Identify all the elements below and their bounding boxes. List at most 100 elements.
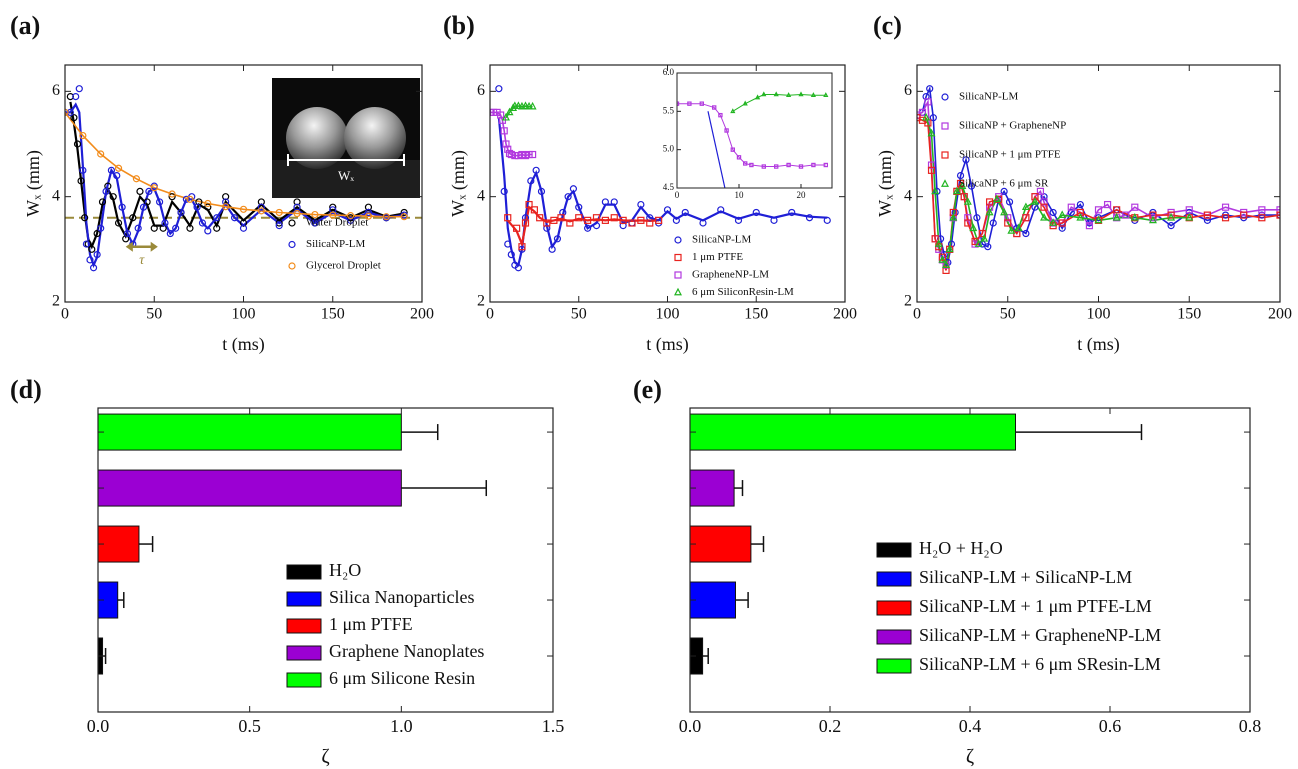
legend-label: GrapheneNP-LM: [692, 269, 769, 281]
series-line: [917, 116, 1280, 271]
fit-line: [739, 242, 1266, 296]
marker-square: [1140, 259, 1143, 262]
marker-square: [924, 98, 932, 106]
marker-triangle: [949, 212, 958, 221]
marker-square: [960, 193, 968, 201]
marker-square: [1058, 219, 1066, 227]
y-tick-label: 2: [52, 293, 60, 310]
marker-square: [985, 198, 994, 206]
marker-square: [637, 216, 645, 224]
marker-square: [1185, 206, 1193, 214]
marker-square: [610, 214, 618, 222]
marker-triangle: [985, 207, 994, 216]
marker-circle: [75, 85, 83, 93]
marker-square: [1233, 263, 1236, 266]
marker-circle: [329, 206, 337, 214]
marker-circle: [788, 208, 796, 217]
marker-circle: [81, 214, 89, 222]
marker-square: [749, 162, 754, 168]
legend-label: SilicaNP-LM + 6 μm SResin-LM: [919, 654, 1161, 674]
marker-triangle: [1040, 212, 1049, 221]
droplet: [344, 107, 406, 169]
marker-square: [978, 229, 986, 238]
x-tick-label: 150: [321, 306, 345, 323]
x-tick-label: 0.5: [238, 716, 261, 736]
marker-circle: [129, 214, 137, 222]
marker-triangle: [514, 101, 523, 109]
marker-circle: [504, 240, 512, 248]
marker-circle: [347, 212, 355, 220]
y-tick-label: 4: [904, 187, 912, 204]
marker-square: [550, 216, 558, 224]
panel-label: (c): [873, 11, 902, 40]
marker-circle: [204, 227, 212, 235]
marker-square: [730, 147, 736, 152]
marker-circle: [1040, 193, 1048, 201]
marker-circle: [507, 251, 515, 259]
panel-label: (e): [633, 375, 662, 404]
marker-circle: [1167, 222, 1175, 230]
marker-circle: [1000, 187, 1008, 195]
marker-circle: [989, 219, 997, 227]
marker-circle: [168, 193, 176, 201]
marker-circle: [230, 214, 239, 222]
marker-circle: [132, 175, 140, 183]
legend-label: 1 μm PTFE: [692, 251, 743, 263]
marker-circle: [177, 208, 185, 217]
marker-circle: [168, 190, 176, 198]
marker-circle: [855, 217, 858, 220]
marker-circle: [948, 225, 951, 228]
marker-circle: [663, 206, 672, 214]
marker-square: [490, 108, 494, 117]
marker-circle: [239, 224, 248, 232]
marker-square: [787, 298, 790, 301]
marker-triangle: [730, 108, 736, 114]
marker-square: [927, 166, 936, 174]
x-axis-label: t (ms): [1077, 334, 1120, 355]
marker-triangle: [969, 223, 978, 232]
x-tick-label: 150: [744, 306, 768, 323]
marker-circle: [619, 222, 627, 230]
marker-circle: [543, 224, 551, 232]
legend-swatch: [876, 571, 912, 587]
marker-circle: [637, 200, 645, 209]
marker-square: [736, 155, 742, 160]
marker-triangle: [1000, 207, 1009, 216]
marker-circle: [922, 92, 930, 101]
marker-triangle: [1094, 215, 1103, 224]
marker-square: [530, 206, 538, 214]
x-tick-label: 0.0: [679, 716, 702, 736]
legend-label: Water Droplet: [306, 217, 368, 229]
legend-label: H₂O + H₂O: [919, 538, 1003, 558]
marker-triangle: [934, 239, 943, 247]
bar: [689, 525, 752, 563]
inset-y-tick-label: 6.0: [663, 67, 675, 77]
x-tick-label: 1.0: [390, 716, 413, 736]
marker-circle: [1202, 236, 1205, 239]
marker-triangle: [501, 112, 510, 121]
marker-square: [1103, 200, 1112, 209]
marker-circle: [156, 198, 164, 206]
x-tick-label: 1.5: [542, 716, 565, 736]
marker-triangle: [1007, 226, 1016, 234]
x-tick-label: 0: [913, 306, 921, 323]
marker-square: [1078, 259, 1081, 262]
marker-triangle: [958, 181, 967, 189]
marker-circle: [288, 240, 296, 249]
y-tick-label: 6: [904, 82, 912, 99]
x-tick-label: 200: [1268, 306, 1292, 323]
bar: [689, 413, 1016, 451]
marker-circle: [311, 219, 319, 227]
marker-circle: [527, 177, 535, 185]
marker-circle: [113, 172, 121, 180]
marker-circle: [239, 205, 248, 213]
marker-circle: [347, 216, 355, 224]
marker-circle: [82, 240, 91, 248]
y-tick-label: 6: [477, 82, 485, 99]
bar: [97, 469, 402, 507]
marker-square: [655, 216, 663, 224]
marker-triangle: [742, 100, 748, 106]
marker-square: [964, 219, 972, 227]
marker-circle: [222, 203, 230, 211]
legend-label: 1 μm PTFE: [329, 614, 413, 634]
